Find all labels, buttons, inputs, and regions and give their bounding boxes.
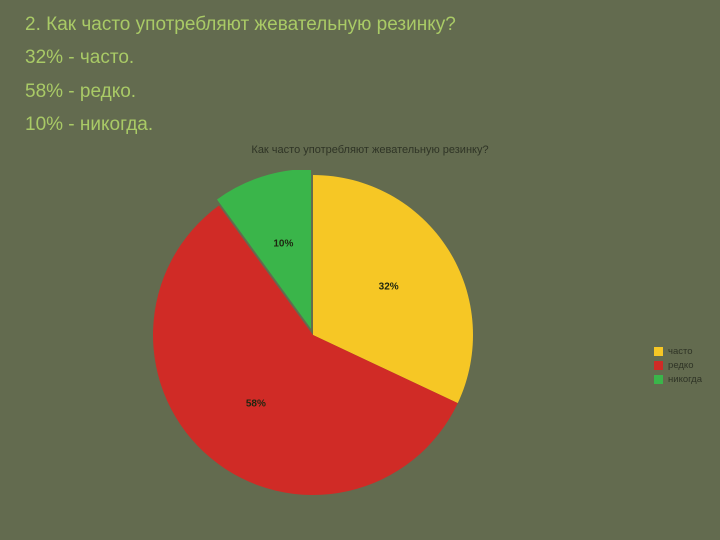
chart-title: Как часто употребляют жевательную резинк… bbox=[25, 144, 695, 156]
pie-slice-label-1: 58% bbox=[246, 399, 266, 410]
heading-line-1: 2. Как часто употребляют жевательную рез… bbox=[25, 10, 695, 39]
legend-item-2: никогда bbox=[654, 374, 702, 385]
heading-line-4: 10% - никогда. bbox=[25, 110, 695, 139]
legend-swatch-1 bbox=[654, 361, 663, 370]
legend-swatch-0 bbox=[654, 347, 663, 356]
heading-line-3: 58% - редко. bbox=[25, 77, 695, 106]
legend: часто редко никогда bbox=[654, 346, 702, 388]
pie-slice-label-2: 10% bbox=[273, 238, 293, 249]
pie-svg bbox=[148, 170, 478, 500]
heading-line-2: 32% - часто. bbox=[25, 43, 695, 72]
legend-label-2: никогда bbox=[668, 374, 702, 385]
pie-chart: 32% 58% 10% bbox=[148, 170, 478, 500]
legend-label-1: редко bbox=[668, 360, 693, 371]
legend-swatch-2 bbox=[654, 375, 663, 384]
legend-item-0: часто bbox=[654, 346, 702, 357]
legend-label-0: часто bbox=[668, 346, 693, 357]
pie-slice-label-0: 32% bbox=[379, 281, 399, 292]
slide: 2. Как часто употребляют жевательную рез… bbox=[0, 0, 720, 540]
legend-item-1: редко bbox=[654, 360, 702, 371]
